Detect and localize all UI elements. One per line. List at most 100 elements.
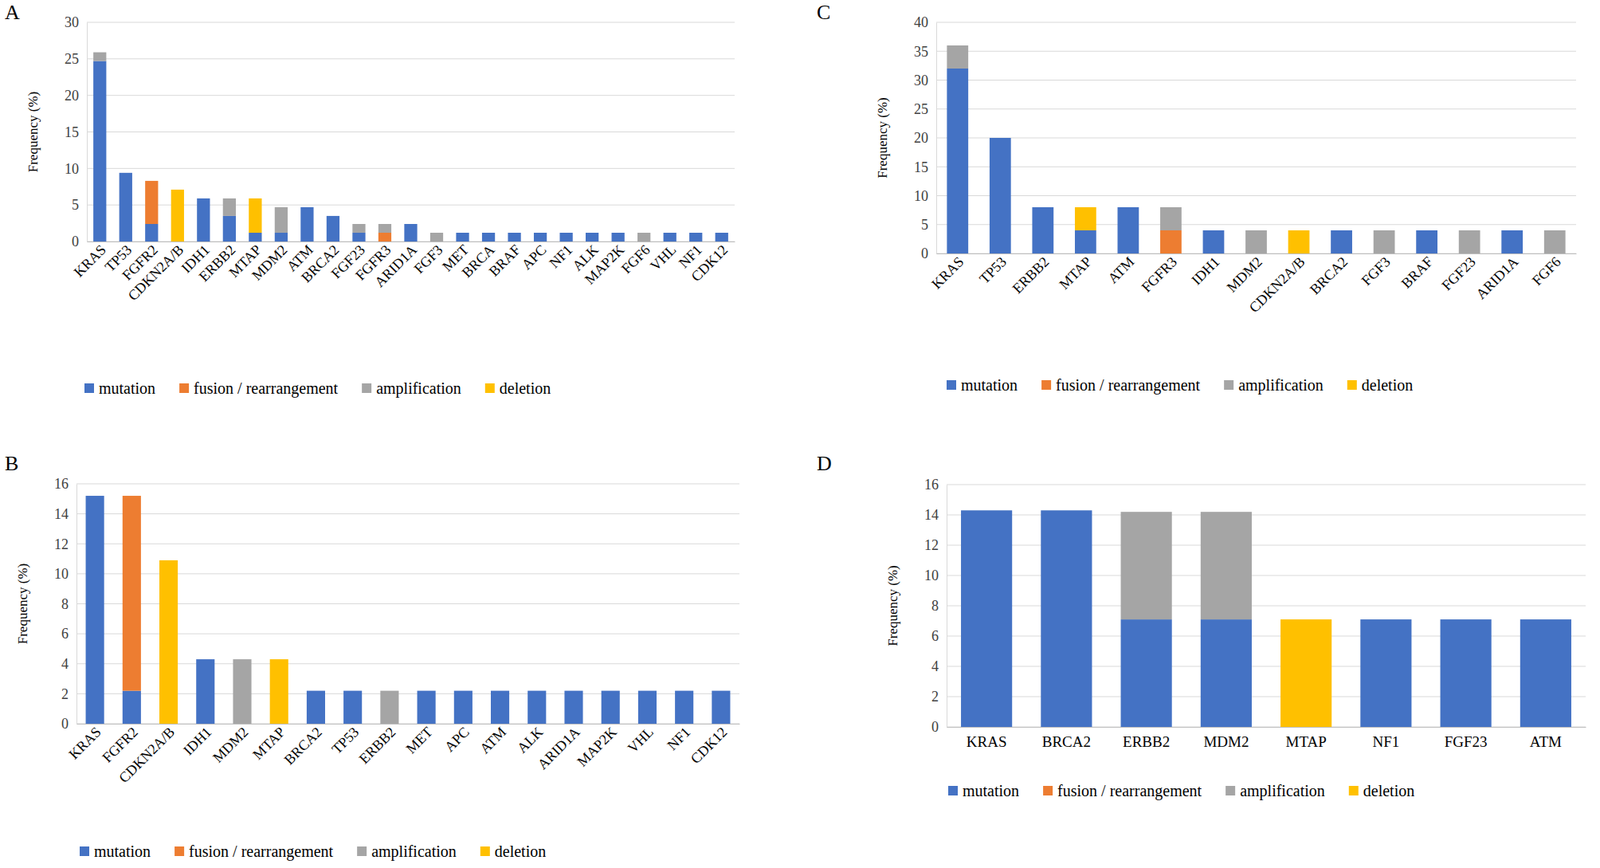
- x-tick-label: IDH1: [1188, 253, 1223, 288]
- bar: [527, 690, 546, 691]
- bar: [527, 690, 546, 691]
- bar: [1040, 509, 1092, 727]
- panel-title: D: [816, 451, 832, 475]
- bar: [482, 232, 495, 234]
- y-tick: 16: [54, 475, 77, 492]
- bar: [378, 223, 392, 225]
- bar: [960, 509, 1012, 727]
- bar: [380, 690, 399, 724]
- bar: [638, 690, 657, 691]
- legend-swatch: [946, 380, 957, 390]
- bar: [559, 232, 573, 234]
- x-tick: FGF3: [1358, 253, 1394, 289]
- legend-item: mutation: [84, 379, 156, 397]
- bar: [343, 690, 362, 691]
- bar: [1440, 619, 1492, 727]
- bar: [1415, 230, 1438, 254]
- x-axis: KRASFGFR2CDKN2A/BIDH1MDM2MTAPBRCA2TP53ER…: [66, 723, 741, 786]
- bar: [1200, 511, 1252, 513]
- bar: [171, 189, 185, 242]
- grid-line: [936, 22, 1577, 24]
- y-tick: 30: [64, 14, 87, 31]
- x-tick: CDK12: [687, 723, 731, 767]
- bar: [1330, 230, 1353, 232]
- bar: [689, 232, 702, 234]
- bar: [611, 232, 625, 234]
- bar: [352, 223, 365, 233]
- x-tick: ERBB2: [356, 723, 400, 767]
- y-tick-label: 30: [913, 72, 929, 89]
- grid-line: [86, 94, 735, 96]
- bar: [122, 495, 142, 497]
- bar: [1040, 509, 1092, 511]
- legend-swatch: [79, 846, 90, 856]
- x-tick-label: MDM2: [1223, 253, 1266, 295]
- y-tick: 16: [924, 476, 947, 493]
- bar: [352, 232, 365, 242]
- bar: [119, 172, 133, 242]
- bar: [559, 232, 573, 234]
- bar: [1458, 230, 1481, 254]
- legend-item: amplification: [356, 842, 457, 861]
- y-tick: 10: [64, 160, 87, 177]
- legend-label: mutation: [962, 781, 1020, 800]
- bar: [490, 690, 510, 691]
- series: [960, 509, 1572, 727]
- bar: [1040, 509, 1092, 511]
- bar: [960, 509, 1012, 511]
- legend-swatch: [1349, 785, 1359, 796]
- x-tick-label: NF1: [663, 723, 694, 753]
- bar: [960, 509, 1012, 511]
- bar: [601, 690, 620, 724]
- y-axis-title: Frequency (%): [874, 97, 891, 179]
- legend-swatch: [84, 383, 95, 393]
- y-tick: 6: [931, 627, 947, 644]
- y-tick-label: 25: [913, 101, 929, 118]
- x-tick: FGF3: [411, 241, 447, 277]
- x-tick-label: FGF23: [1444, 733, 1488, 750]
- x-tick-label: ARID1A: [534, 723, 584, 773]
- legend-swatch: [1043, 785, 1053, 796]
- bar: [1288, 230, 1310, 254]
- bar: [711, 690, 730, 691]
- bar: [1117, 207, 1140, 208]
- x-tick-label: APC: [441, 723, 473, 755]
- bar: [326, 215, 340, 216]
- bar: [1117, 207, 1140, 208]
- x-tick: FGF6: [1529, 253, 1565, 289]
- y-tick-label: 12: [924, 537, 939, 553]
- x-tick: ATM: [1104, 253, 1138, 287]
- bar: [378, 232, 392, 242]
- bar: [533, 232, 547, 234]
- bar: [248, 198, 262, 233]
- bar: [1440, 619, 1492, 620]
- x-tick: APC: [441, 723, 473, 755]
- bar: [559, 232, 573, 234]
- legend-label: amplification: [1238, 376, 1324, 395]
- x-tick-label: BRCA2: [1306, 253, 1351, 298]
- bar: [119, 172, 133, 173]
- x-tick-label: NF1: [545, 241, 576, 271]
- bar: [223, 197, 236, 199]
- bar: [637, 232, 651, 242]
- bar: [638, 690, 657, 691]
- series: [145, 180, 392, 242]
- bar: [93, 52, 106, 62]
- y-tick: 25: [64, 50, 87, 67]
- legend-swatch: [356, 846, 367, 856]
- x-tick: KRAS: [70, 241, 110, 280]
- bar: [663, 232, 677, 234]
- x-tick: KRAS: [928, 253, 967, 292]
- x-tick: NF1: [1372, 733, 1400, 750]
- x-tick-label: FGF6: [618, 241, 654, 277]
- bar: [611, 232, 625, 242]
- legend-item: deletion: [485, 379, 551, 397]
- bar: [1200, 511, 1252, 620]
- bar: [306, 690, 326, 724]
- y-tick-label: 6: [931, 627, 939, 644]
- x-tick-label: FGF3: [411, 241, 447, 277]
- x-tick: BRCA2: [1306, 253, 1351, 298]
- x-tick-label: BRAF: [486, 241, 524, 279]
- grid-line: [76, 543, 740, 545]
- x-tick-label: TP53: [328, 723, 362, 757]
